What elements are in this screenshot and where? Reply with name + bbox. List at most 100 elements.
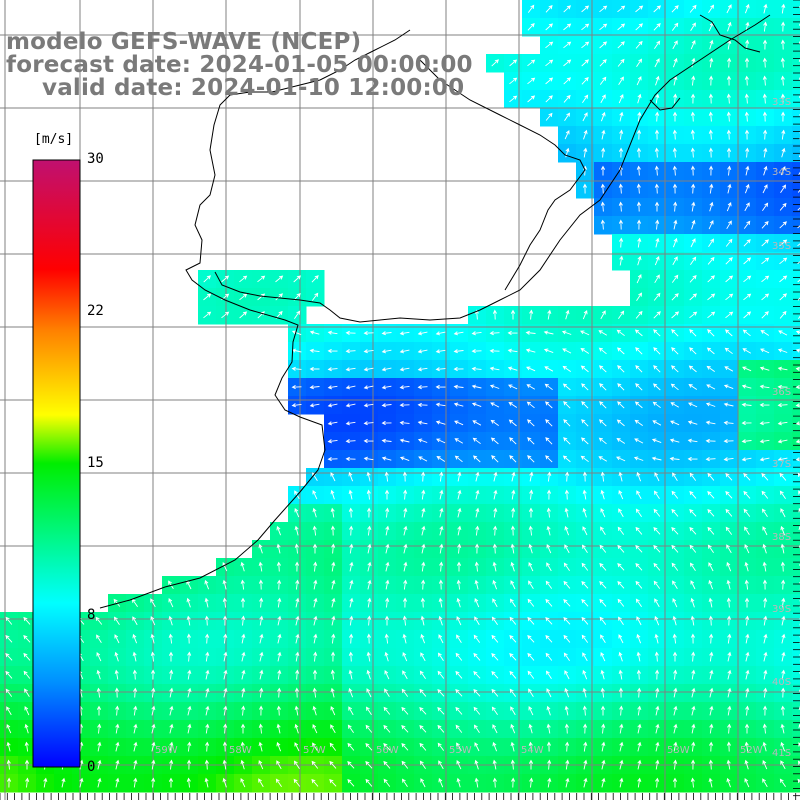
wind-arrow xyxy=(492,561,497,572)
lon-label: 54W xyxy=(521,745,544,756)
wind-arrow xyxy=(312,490,318,500)
wind-cell xyxy=(792,0,800,19)
wind-arrow xyxy=(619,237,624,248)
wind-arrow xyxy=(689,311,698,319)
wind-arrow xyxy=(203,275,211,283)
wind-arrow xyxy=(762,39,768,50)
wind-cell xyxy=(792,468,800,487)
wind-arrow xyxy=(779,293,787,301)
wind-arrow xyxy=(795,385,800,390)
wind-arrow xyxy=(600,165,606,176)
wind-arrow xyxy=(133,777,138,788)
wind-arrow xyxy=(313,597,318,608)
wind-arrow xyxy=(437,689,445,697)
wind-arrow xyxy=(781,687,786,698)
wind-arrow xyxy=(384,615,390,626)
wind-arrow xyxy=(528,562,534,572)
wind-arrow xyxy=(582,652,588,662)
wind-arrow xyxy=(23,635,31,643)
wind-arrow xyxy=(258,741,263,752)
wind-arrow xyxy=(545,23,553,31)
wind-arrow xyxy=(492,579,498,590)
wind-arrow xyxy=(186,615,191,626)
wind-arrow xyxy=(706,384,716,390)
wind-arrow xyxy=(653,562,661,571)
wind-arrow xyxy=(655,705,660,716)
wind-arrow xyxy=(618,147,624,158)
wind-arrow xyxy=(564,705,569,716)
wind-arrow xyxy=(580,347,590,354)
wind-arrow xyxy=(312,525,317,536)
wind-arrow xyxy=(655,759,660,770)
wind-arrow xyxy=(527,4,535,13)
wind-arrow xyxy=(762,723,767,734)
wind-arrow xyxy=(598,456,608,462)
lat-label: 37S xyxy=(772,459,792,470)
wind-arrow xyxy=(671,293,679,301)
wind-arrow xyxy=(383,706,391,715)
wind-arrow xyxy=(363,438,374,444)
wind-arrow xyxy=(277,651,282,662)
wind-arrow xyxy=(493,471,498,482)
wind-arrow xyxy=(294,310,301,319)
colorbar-unit: [m/s] xyxy=(34,132,74,147)
wind-arrow xyxy=(653,580,661,589)
wind-arrow xyxy=(399,438,410,443)
wind-arrow xyxy=(311,778,319,787)
wind-arrow xyxy=(528,688,534,698)
forecast-date: forecast date: 2024-01-05 00:00:00 xyxy=(6,52,473,78)
wind-arrow xyxy=(653,545,661,553)
wind-arrow xyxy=(545,41,554,49)
wind-arrow xyxy=(527,455,535,463)
wind-arrow xyxy=(763,615,768,626)
wind-arrow xyxy=(403,561,408,572)
wind-arrow xyxy=(634,438,644,444)
wind-arrow xyxy=(492,543,497,554)
wind-arrow xyxy=(473,455,481,463)
wind-arrow xyxy=(276,723,281,734)
wind-arrow xyxy=(744,597,750,608)
wind-arrow xyxy=(616,437,626,444)
wind-arrow xyxy=(673,219,678,230)
wind-arrow xyxy=(654,598,660,608)
wind-arrow xyxy=(295,561,300,572)
wind-arrow xyxy=(367,507,372,518)
wind-arrow xyxy=(581,544,588,553)
wind-arrow xyxy=(563,634,571,643)
wind-cell xyxy=(792,324,800,343)
wind-arrow xyxy=(455,706,463,715)
wind-arrow xyxy=(345,456,356,461)
wind-arrow xyxy=(690,111,695,122)
wind-arrow xyxy=(689,509,697,517)
wind-arrow xyxy=(654,274,660,284)
wind-arrow xyxy=(745,687,750,698)
wind-arrow xyxy=(277,579,282,590)
wind-arrow xyxy=(473,652,481,661)
wind-arrow xyxy=(798,490,800,495)
wind-arrow xyxy=(583,147,588,158)
wind-arrow xyxy=(673,201,678,212)
wind-arrow xyxy=(186,633,191,644)
wind-arrow xyxy=(276,525,282,536)
wind-arrow xyxy=(438,579,443,590)
wind-arrow xyxy=(617,598,625,607)
wind-arrow xyxy=(743,473,751,481)
wind-arrow xyxy=(6,724,12,734)
lat-label: 39S xyxy=(772,604,792,615)
wind-arrow xyxy=(529,777,534,788)
wind-arrow xyxy=(331,561,336,572)
wind-arrow xyxy=(779,275,788,283)
wind-arrow xyxy=(636,616,642,626)
lon-label: 52W xyxy=(740,745,763,756)
wind-arrow xyxy=(795,439,800,444)
wind-arrow xyxy=(381,420,392,426)
wind-cell xyxy=(792,216,800,235)
wind-arrow xyxy=(492,724,498,734)
wind-arrow xyxy=(636,183,641,194)
wind-arrow xyxy=(345,349,356,354)
wind-arrow xyxy=(600,489,605,500)
wind-arrow xyxy=(257,275,266,283)
wind-arrow xyxy=(795,421,800,426)
wind-arrow xyxy=(23,616,31,625)
